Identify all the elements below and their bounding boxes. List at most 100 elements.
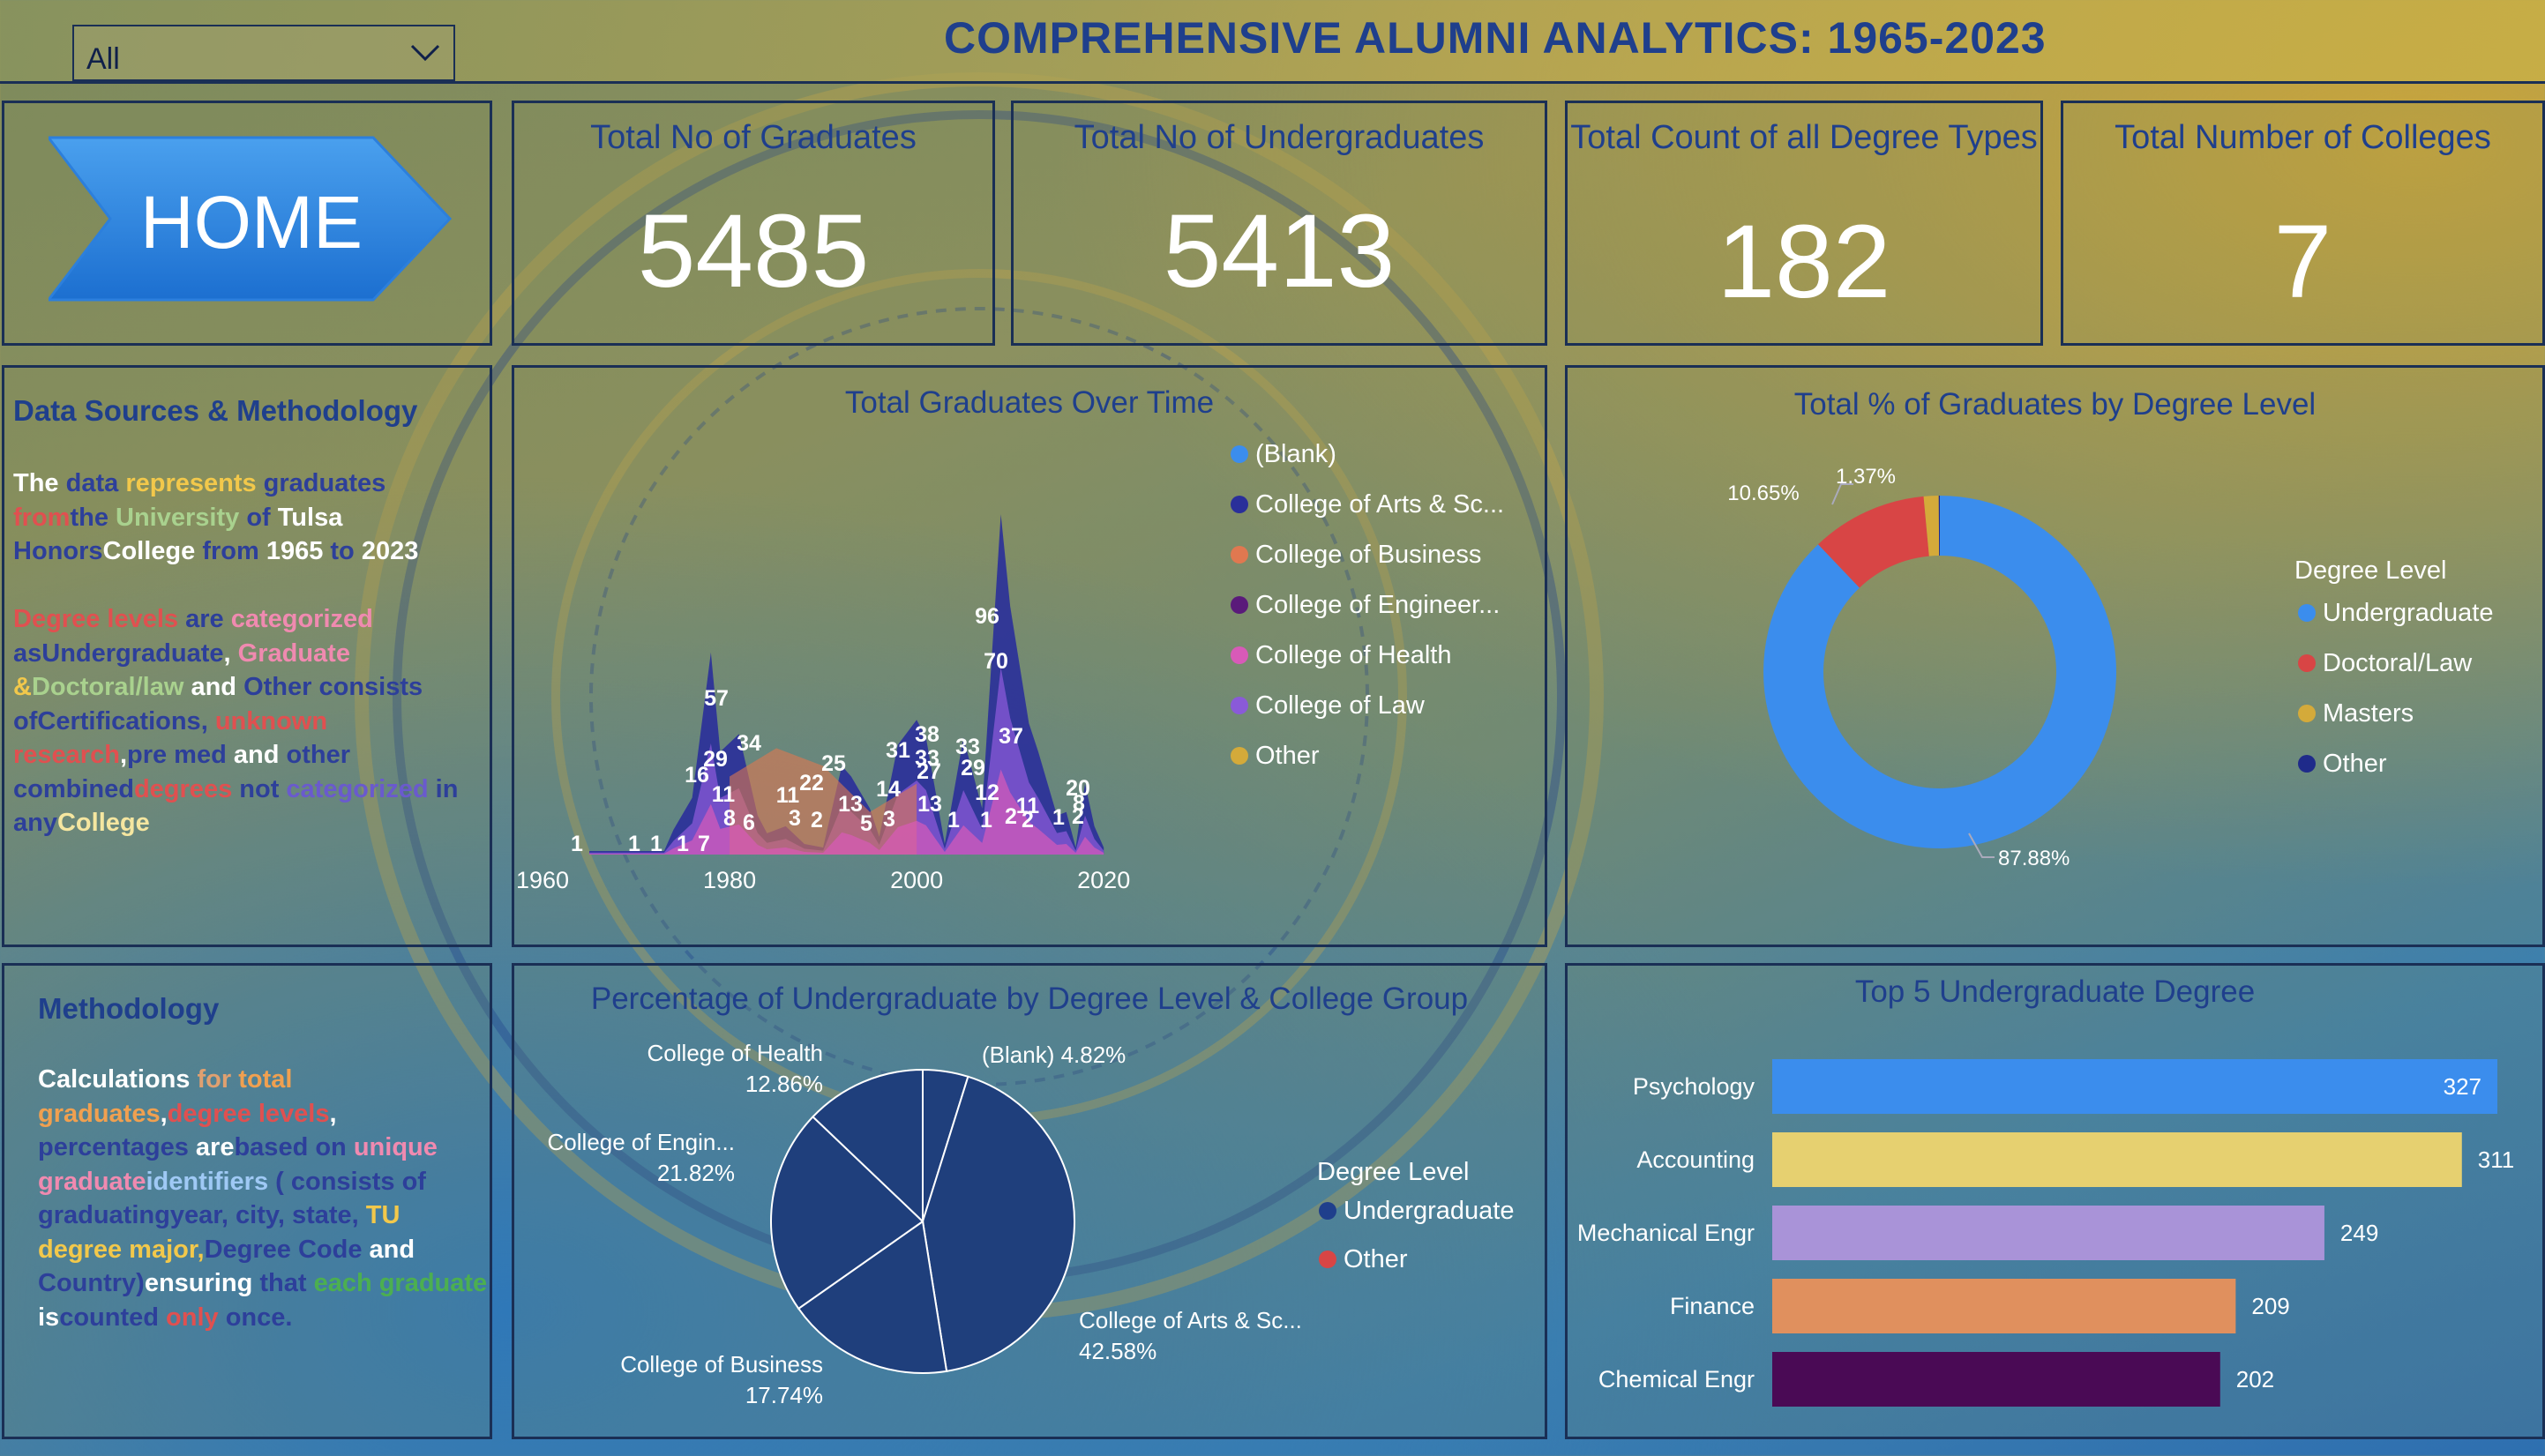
bar[interactable] xyxy=(1772,1279,2236,1333)
degree-level-donut-panel: Total % of Graduates by Degree Level 87.… xyxy=(1565,365,2545,947)
home-arrow-shape xyxy=(49,136,453,302)
pie-data-label: College of Business xyxy=(620,1351,823,1378)
legend-item[interactable]: College of Engineer... xyxy=(1231,591,1500,620)
kpi-title: Total Number of Colleges xyxy=(2115,119,2491,156)
data-sources-text: The data represents graduates fromthe Un… xyxy=(13,467,481,569)
text-segment: The xyxy=(13,469,66,497)
pie-slice[interactable] xyxy=(797,1220,948,1374)
legend-label: Undergraduate xyxy=(1344,1197,1515,1225)
bar-category-label: Finance xyxy=(1670,1293,1755,1319)
text-segment: from xyxy=(202,537,266,565)
chart-title: Total Graduates Over Time xyxy=(844,385,1215,420)
methodology-text: Calculations for total graduates,degree … xyxy=(38,1063,488,1334)
data-label: 33 xyxy=(915,746,939,771)
bar[interactable] xyxy=(1772,1132,2462,1187)
text-segment: each graduate xyxy=(313,1269,488,1297)
donut-data-label: 87.88% xyxy=(1998,847,2070,870)
legend-item[interactable]: Undergraduate xyxy=(2298,599,2493,628)
pie-data-label: (Blank) 4.82% xyxy=(982,1042,1126,1068)
donut-slice[interactable] xyxy=(1938,496,1940,556)
legend-label: College of Engineer... xyxy=(1255,591,1501,619)
data-sources-heading: Data Sources & Methodology xyxy=(13,394,418,427)
text-segment: College xyxy=(56,809,150,837)
legend-item[interactable]: (Blank) xyxy=(1231,440,1336,469)
pie-data-label: College of Health xyxy=(647,1040,823,1066)
legend-label: Other xyxy=(2323,750,2387,778)
data-label: 37 xyxy=(999,724,1023,749)
bar[interactable] xyxy=(1772,1059,2497,1114)
legend-dot xyxy=(1231,596,1248,614)
data-label: 3 xyxy=(883,807,895,832)
legend-item[interactable]: College of Arts & Sc... xyxy=(1231,490,1504,519)
legend-label: Other xyxy=(1344,1245,1408,1273)
legend-item[interactable]: Other xyxy=(2298,750,2387,779)
text-segment: graduates xyxy=(263,469,386,497)
text-segment: percentages xyxy=(38,1133,196,1161)
text-segment: , xyxy=(223,638,238,668)
legend-label: College of Arts & Sc... xyxy=(1255,490,1505,519)
donut-slice[interactable] xyxy=(1763,496,2116,848)
pie-chart: (Blank) 4.82% College of Arts & Sc... 42.5… xyxy=(548,1040,1302,1408)
home-button[interactable]: HOME xyxy=(49,134,454,303)
bar[interactable] xyxy=(1772,1206,2324,1260)
donut-chart: 87.88%10.65%1.37% xyxy=(1727,465,2116,870)
text-segment: based on xyxy=(234,1133,354,1161)
bar[interactable] xyxy=(1772,1352,2220,1407)
text-segment: from xyxy=(13,503,71,532)
pie-slice[interactable] xyxy=(921,1075,1075,1373)
kpi-value: 182 xyxy=(1717,204,1891,320)
pie-slice[interactable] xyxy=(812,1068,924,1224)
legend-item[interactable]: College of Health xyxy=(1231,641,1451,670)
data-label: 20 xyxy=(1066,776,1090,801)
data-label: 1 xyxy=(677,832,689,856)
text-segment: are xyxy=(185,605,231,633)
data-label: 96 xyxy=(975,604,999,629)
legend-item[interactable]: Masters xyxy=(2298,699,2414,728)
data-label: 13 xyxy=(917,792,942,817)
chart-title: Percentage of Undergraduate by Degree Le… xyxy=(590,982,1469,1016)
kpi-title: Total No of Graduates xyxy=(590,119,917,156)
legend-dot xyxy=(1231,747,1248,765)
area-series-business xyxy=(730,748,917,855)
data-label: 31 xyxy=(886,738,910,763)
text-segment: & xyxy=(13,673,32,701)
filter-dropdown-value: All xyxy=(86,42,120,76)
kpi-card-undergraduates: Total No of Undergraduates 5413 xyxy=(1011,101,1547,346)
filter-dropdown[interactable]: All xyxy=(72,25,455,81)
bar-value-label: 249 xyxy=(2340,1220,2378,1246)
legend-item[interactable]: College of Business xyxy=(1231,541,1481,570)
kpi-card-graduates: Total No of Graduates 5485 xyxy=(512,101,995,346)
text-segment: year, city, state, xyxy=(169,1201,366,1229)
legend-item[interactable]: Other xyxy=(1319,1245,1408,1274)
text-segment: total graduates xyxy=(38,1065,293,1128)
text-segment: other combined xyxy=(13,741,350,803)
data-label: 1 xyxy=(628,832,640,856)
legend-dot xyxy=(2298,705,2316,722)
data-label: 6 xyxy=(743,810,755,835)
text-segment: not xyxy=(239,774,287,803)
legend-item[interactable]: Doctoral/Law xyxy=(2298,649,2472,678)
kpi-title: Total No of Undergraduates xyxy=(1074,119,1485,156)
x-tick-label: 1980 xyxy=(703,867,756,893)
donut-slice[interactable] xyxy=(1817,496,1929,588)
pie-data-label: College of Arts & Sc... xyxy=(1079,1307,1302,1333)
data-label: 27 xyxy=(917,759,941,784)
kpi-title: Total Count of all Degree Types xyxy=(1570,119,2038,156)
legend-item[interactable]: College of Law xyxy=(1231,691,1425,721)
text-segment: consists of xyxy=(13,673,423,735)
legend-item[interactable]: Other xyxy=(1231,742,1320,771)
kpi-value: 7 xyxy=(2273,204,2332,320)
legend-item[interactable]: Undergraduate xyxy=(1319,1197,1514,1226)
x-tick-label: 2000 xyxy=(890,867,943,893)
donut-slice[interactable] xyxy=(1923,496,1940,556)
data-label: 14 xyxy=(876,777,901,802)
text-segment: College xyxy=(102,537,203,565)
data-label: 1 xyxy=(571,832,583,856)
text-segment: in any xyxy=(13,774,459,838)
legend-label: College of Law xyxy=(1255,691,1425,720)
data-label: 29 xyxy=(703,747,728,772)
page-title: COMPREHENSIVE ALUMNI ANALYTICS: 1965-202… xyxy=(944,13,2047,63)
bar-value-label: 327 xyxy=(2444,1073,2481,1100)
pie-slice[interactable] xyxy=(770,1115,924,1310)
text-segment: categorized xyxy=(230,605,373,633)
